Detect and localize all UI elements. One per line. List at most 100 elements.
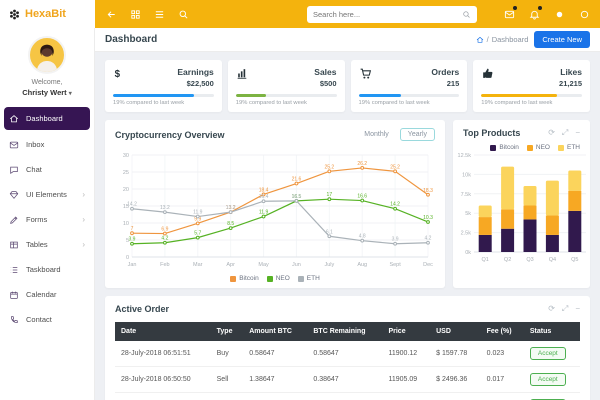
sidebar-item-tables[interactable]: Tables ›: [0, 232, 94, 257]
crypto-overview-card: Cryptocurrency Overview Monthly Yearly 0…: [105, 120, 445, 288]
menu-icon[interactable]: [153, 8, 165, 20]
column-header-price: Price: [382, 322, 431, 341]
sidebar-item-forms[interactable]: Forms ›: [0, 207, 94, 232]
accept-button[interactable]: Accept: [529, 347, 566, 360]
svg-text:16.5: 16.5: [292, 194, 302, 200]
mail-icon[interactable]: [503, 6, 517, 20]
stat-card-sales: Sales $500 19% compared to last week: [227, 60, 345, 112]
svg-text:0k: 0k: [465, 250, 471, 256]
svg-text:15: 15: [123, 204, 129, 210]
svg-text:25.2: 25.2: [390, 164, 400, 170]
stat-card-earnings: $ Earnings $22,500 19% compared to last wee…: [105, 60, 222, 112]
legend-item-eth[interactable]: ETH: [297, 275, 320, 282]
svg-text:25: 25: [123, 170, 129, 176]
cell-usd: $ 3165.44: [430, 392, 481, 400]
sidebar-item-ui-elements[interactable]: UI Elements ›: [0, 182, 94, 207]
search-icon[interactable]: [177, 8, 189, 20]
sidebar-item-label: Forms: [26, 215, 48, 224]
sidebar-item-calendar[interactable]: Calendar: [0, 282, 94, 307]
gear-icon[interactable]: [553, 8, 565, 20]
sidebar-menu: Dashboard Inbox Chat UI Elements › Forms › Tabl…: [0, 107, 94, 332]
legend-item-neo[interactable]: NEO: [266, 275, 290, 282]
fullscreen-icon[interactable]: ⤢: [561, 128, 569, 137]
svg-text:11.9: 11.9: [193, 210, 203, 216]
fullscreen-icon[interactable]: ⤢: [561, 304, 569, 313]
column-header-usd: USD: [430, 322, 481, 341]
arrow-left-icon[interactable]: [105, 8, 117, 20]
collapse-icon[interactable]: −: [575, 128, 580, 137]
chat-icon: [9, 165, 19, 175]
bar-chart-icon: [236, 67, 250, 83]
orders-table: Date Type Amount BTC BTC Remaining Price USD F…: [115, 322, 580, 400]
legend-item-eth[interactable]: ETH: [558, 144, 580, 151]
svg-text:2.5k: 2.5k: [460, 231, 471, 237]
avatar[interactable]: [28, 36, 66, 74]
active-order-card: Active Order ⟳ ⤢ − Date Type Amount BTC BTC…: [105, 296, 590, 400]
bell-icon[interactable]: [528, 6, 542, 20]
sidebar-item-inbox[interactable]: Inbox: [0, 132, 94, 157]
svg-text:21.6: 21.6: [292, 177, 302, 183]
top-products-card: Top Products ⟳ ⤢ − Bitcoin NEO ETH 0k 2.5k 5…: [453, 120, 590, 288]
refresh-icon[interactable]: ⟳: [548, 304, 555, 313]
stat-title: Sales: [314, 67, 337, 77]
legend-item-bitcoin[interactable]: Bitcoin: [490, 144, 519, 151]
topbar-actions: [95, 0, 600, 28]
stat-progress: [358, 94, 460, 97]
svg-text:18.4: 18.4: [259, 187, 269, 193]
sidebar-item-label: Chat: [26, 165, 42, 174]
search-submit-icon[interactable]: [462, 10, 471, 19]
cell-usd: $ 1597.78: [430, 341, 481, 367]
stat-card-likes: Likes 21,215 19% compared to last week: [473, 60, 590, 112]
crypto-line-chart: 0 5 10 15 20 25 30 Jan Feb Mar Apr May Jun July Aug Sep…: [123, 153, 433, 268]
column-header-status: Status: [523, 322, 580, 341]
svg-text:3.9: 3.9: [129, 237, 136, 243]
stat-progress: [235, 94, 337, 97]
accept-button[interactable]: Accept: [529, 373, 566, 386]
svg-text:5.7: 5.7: [194, 231, 201, 237]
orders-table-header: Date Type Amount BTC BTC Remaining Price USD F…: [115, 322, 580, 341]
cell-price: 11905.09: [382, 366, 431, 393]
stat-progress: [481, 94, 582, 97]
toggle-monthly[interactable]: Monthly: [356, 128, 397, 141]
create-new-button[interactable]: Create New: [534, 31, 590, 48]
top-products-bar-chart: 0k 2.5k 5k 7.5k 10k 12.5k Q1 Q2 Q3 Q4 Q5: [457, 153, 586, 263]
cell-status: Accept: [523, 392, 580, 400]
sidebar-item-label: Calendar: [26, 290, 57, 299]
svg-text:Q4: Q4: [548, 257, 555, 263]
grid-icon[interactable]: [129, 8, 141, 20]
svg-text:Q3: Q3: [526, 257, 533, 263]
cart-icon: [359, 67, 373, 83]
bell-badge: [538, 6, 542, 10]
brand-logo[interactable]: HexaBit: [0, 0, 95, 28]
breadcrumb-current[interactable]: Dashboard: [491, 35, 529, 44]
power-icon[interactable]: [578, 8, 590, 20]
refresh-icon[interactable]: ⟳: [548, 128, 555, 137]
legend-item-neo[interactable]: NEO: [526, 144, 550, 151]
search-input[interactable]: [313, 9, 462, 19]
svg-text:Jan: Jan: [128, 262, 137, 268]
sidebar-item-label: Inbox: [26, 140, 45, 149]
chevron-down-icon: ▾: [68, 91, 72, 97]
svg-text:5k: 5k: [465, 211, 471, 217]
svg-text:16.5: 16.5: [292, 194, 302, 200]
user-name[interactable]: Christy Wert ▾: [22, 88, 72, 97]
phone-icon: [9, 315, 19, 325]
sidebar-item-contact[interactable]: Contact: [0, 307, 94, 332]
svg-text:Aug: Aug: [357, 262, 367, 268]
svg-text:Q1: Q1: [481, 257, 488, 263]
sidebar-item-dashboard[interactable]: Dashboard: [4, 107, 90, 130]
topbar-right-icons: [503, 6, 590, 20]
sidebar-item-chat[interactable]: Chat: [0, 157, 94, 182]
cell-date: 28-July-2018 06:49:51: [115, 392, 211, 400]
collapse-icon[interactable]: −: [575, 304, 580, 313]
toggle-yearly[interactable]: Yearly: [399, 128, 435, 141]
cell-type: Buy: [210, 392, 244, 400]
home-icon[interactable]: [476, 36, 484, 44]
chevron-right-icon: ›: [82, 215, 85, 224]
legend-item-bitcoin[interactable]: Bitcoin: [230, 275, 259, 282]
sidebar-item-taskboard[interactable]: Taskboard: [0, 257, 94, 282]
stat-progress: [113, 94, 214, 97]
cell-amount_btc: 0.58647: [243, 341, 308, 367]
chevron-right-icon: ›: [82, 190, 85, 199]
svg-text:0: 0: [126, 255, 129, 261]
